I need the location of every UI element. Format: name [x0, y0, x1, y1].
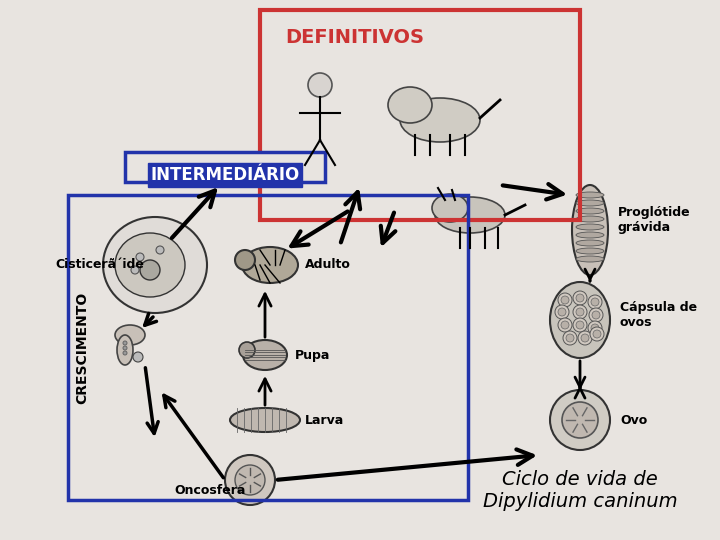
Text: Ovo: Ovo [620, 414, 647, 427]
Circle shape [576, 294, 584, 302]
Circle shape [558, 318, 572, 332]
Circle shape [563, 331, 577, 345]
Circle shape [225, 455, 275, 505]
Circle shape [589, 308, 603, 322]
Ellipse shape [115, 233, 185, 297]
Ellipse shape [243, 340, 287, 370]
Circle shape [156, 246, 164, 254]
Text: Cápsula de
ovos: Cápsula de ovos [620, 301, 697, 329]
Circle shape [558, 308, 566, 316]
Ellipse shape [435, 197, 505, 233]
Circle shape [588, 295, 602, 309]
Circle shape [591, 298, 599, 306]
Circle shape [235, 465, 265, 495]
FancyBboxPatch shape [125, 152, 325, 182]
Circle shape [558, 293, 572, 307]
Circle shape [133, 352, 143, 362]
Circle shape [239, 342, 255, 358]
Circle shape [573, 291, 587, 305]
Circle shape [588, 321, 602, 335]
Circle shape [561, 296, 569, 304]
Text: Cisticerã´ide: Cisticerã´ide [55, 259, 144, 272]
Circle shape [131, 266, 139, 274]
Circle shape [140, 260, 160, 280]
Ellipse shape [400, 98, 480, 142]
Ellipse shape [576, 224, 604, 230]
Ellipse shape [388, 87, 432, 123]
Ellipse shape [576, 216, 604, 222]
Ellipse shape [103, 217, 207, 313]
Ellipse shape [576, 208, 604, 214]
Ellipse shape [550, 282, 610, 358]
Circle shape [573, 318, 587, 332]
Text: Ciclo de vida de
Dipylidium caninum: Ciclo de vida de Dipylidium caninum [482, 470, 678, 511]
Text: DEFINITIVOS: DEFINITIVOS [286, 28, 425, 47]
Circle shape [576, 321, 584, 329]
Circle shape [591, 324, 599, 332]
Circle shape [581, 334, 589, 342]
Circle shape [136, 253, 144, 261]
Circle shape [562, 402, 598, 438]
Circle shape [555, 305, 569, 319]
Circle shape [573, 305, 587, 319]
Circle shape [590, 327, 604, 341]
Text: CRESCIMENTO: CRESCIMENTO [75, 292, 89, 404]
Circle shape [550, 390, 610, 450]
Text: Larva: Larva [305, 414, 344, 427]
Text: INTERMEDIÁRIO: INTERMEDIÁRIO [150, 166, 300, 184]
Circle shape [123, 341, 127, 345]
Circle shape [576, 308, 584, 316]
Ellipse shape [242, 247, 298, 283]
Text: Oncosfera: Oncosfera [174, 483, 246, 496]
Ellipse shape [576, 256, 604, 262]
Circle shape [235, 250, 255, 270]
Ellipse shape [576, 248, 604, 254]
Text: Pupa: Pupa [295, 348, 330, 361]
Text: Adulto: Adulto [305, 259, 351, 272]
Ellipse shape [576, 192, 604, 198]
Ellipse shape [576, 240, 604, 246]
Ellipse shape [115, 325, 145, 345]
Circle shape [578, 331, 592, 345]
Circle shape [566, 334, 574, 342]
Circle shape [123, 346, 127, 350]
Text: Proglótide
grávida: Proglótide grávida [618, 206, 690, 234]
Circle shape [593, 330, 601, 338]
Circle shape [308, 73, 332, 97]
Circle shape [123, 351, 127, 355]
Circle shape [592, 311, 600, 319]
Circle shape [561, 321, 569, 329]
Ellipse shape [576, 232, 604, 238]
Ellipse shape [117, 335, 133, 365]
Ellipse shape [572, 185, 608, 275]
Ellipse shape [576, 200, 604, 206]
Ellipse shape [230, 408, 300, 432]
Ellipse shape [432, 194, 468, 222]
